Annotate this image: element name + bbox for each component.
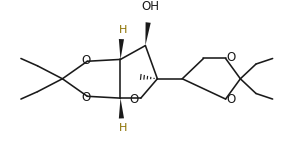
Polygon shape — [119, 39, 124, 59]
Text: O: O — [82, 91, 91, 104]
Polygon shape — [119, 98, 124, 118]
Text: OH: OH — [141, 0, 159, 13]
Text: O: O — [226, 51, 236, 64]
Text: H: H — [119, 25, 128, 35]
Text: O: O — [226, 93, 236, 106]
Polygon shape — [146, 22, 151, 46]
Text: O: O — [130, 93, 139, 106]
Text: O: O — [82, 54, 91, 67]
Text: H: H — [119, 123, 128, 133]
